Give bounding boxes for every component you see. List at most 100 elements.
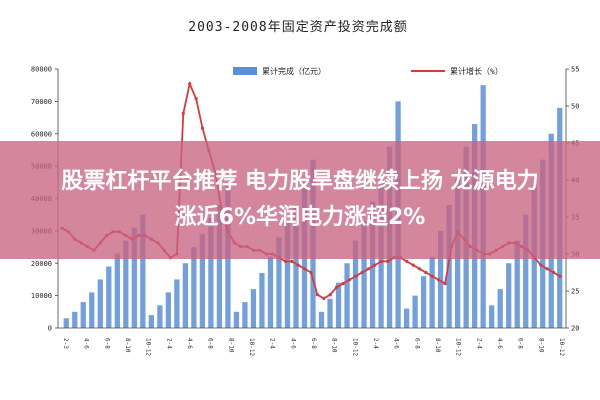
x-tick-label: 8-10 — [537, 338, 544, 353]
left-tick-label: 60000 — [31, 130, 52, 138]
left-tick-label: 0 — [48, 325, 52, 333]
bar — [446, 204, 452, 328]
x-tick-label: 10-12 — [351, 338, 358, 356]
right-tick-label: 50 — [571, 103, 579, 111]
x-tick-label: 8-10 — [227, 338, 234, 353]
x-tick-label: 2-3 — [62, 338, 69, 349]
bar — [216, 204, 223, 328]
line-point — [443, 282, 447, 286]
line-point — [360, 270, 364, 275]
legend-line-label: 累计增长（%） — [450, 66, 503, 76]
bar — [259, 272, 265, 328]
bar — [148, 315, 154, 328]
line-point — [347, 278, 351, 282]
bar — [497, 289, 503, 328]
line-point — [322, 296, 326, 300]
bar — [114, 253, 120, 328]
bar — [437, 230, 444, 329]
bar — [250, 289, 257, 328]
bar — [429, 256, 435, 328]
line-point — [373, 263, 377, 267]
x-tick-label: 4-6 — [496, 338, 503, 349]
headline-banner[interactable]: 股票杠杆平台推荐 电力股旱盘继续上扬 龙源电力 涨近6%华润电力涨超2% — [0, 141, 600, 259]
x-tick-label: 10-12 — [558, 338, 565, 356]
x-tick-label: 10-12 — [455, 338, 462, 356]
bar — [97, 279, 103, 328]
bar — [242, 302, 248, 328]
bar — [106, 266, 112, 328]
right-tick-label: 20 — [571, 325, 579, 333]
line-point — [545, 267, 549, 271]
chart-title: 2003-2008年固定资产投资完成额 — [188, 19, 407, 35]
left-tick-label: 10000 — [31, 292, 52, 300]
chart-legend: 累计完成（亿元） 累计增长（%） — [233, 66, 503, 76]
x-tick-label: 10-12 — [145, 338, 152, 356]
line-point — [411, 263, 415, 267]
x-tick-label: 2-4 — [165, 338, 172, 349]
x-tick-label: 6-8 — [207, 338, 214, 349]
x-tick-label: 2-4 — [475, 338, 482, 349]
bar — [191, 247, 197, 328]
right-tick-label: 55 — [571, 66, 579, 74]
x-tick-label: 6-8 — [310, 338, 317, 349]
line-point — [552, 270, 556, 275]
bar — [89, 292, 95, 328]
bar — [233, 311, 240, 328]
bar — [140, 214, 146, 328]
bar — [327, 298, 333, 328]
line-point — [366, 267, 371, 271]
bar — [63, 318, 69, 328]
bar — [352, 240, 359, 328]
legend-bar-swatch — [233, 67, 257, 75]
bar — [420, 276, 427, 328]
line-point — [194, 97, 198, 101]
line-point — [283, 259, 288, 263]
bar — [165, 292, 171, 328]
right-tick-label: 25 — [571, 288, 579, 296]
line-point — [424, 270, 428, 275]
bar — [514, 240, 520, 328]
line-point — [188, 82, 192, 86]
bar — [72, 311, 78, 328]
line-point — [379, 259, 383, 263]
line-point — [354, 274, 358, 278]
bar — [131, 227, 137, 328]
x-tick-label: 10-12 — [248, 338, 255, 356]
line-point — [290, 259, 294, 263]
x-tick-label: 2-4 — [372, 338, 379, 349]
x-tick-label: 4-6 — [289, 338, 296, 349]
left-tick-label: 80000 — [31, 66, 52, 74]
x-tick-label: 8-10 — [434, 338, 441, 353]
line-point — [437, 278, 441, 282]
x-tick-label: 6-8 — [517, 338, 524, 349]
line-point — [309, 270, 313, 275]
bar — [293, 204, 299, 328]
bar — [318, 311, 325, 328]
bar — [489, 305, 495, 328]
line-point — [296, 263, 300, 267]
bar — [157, 305, 163, 328]
headline-line-2: 涨近6%华润电力涨超2% — [174, 205, 426, 230]
bar — [208, 217, 214, 328]
bar — [403, 308, 410, 328]
bar — [369, 201, 376, 328]
x-tick-label: 4-6 — [186, 338, 193, 349]
line-point — [405, 259, 409, 263]
line-point — [341, 282, 345, 286]
line-point — [315, 293, 319, 297]
line-point — [386, 259, 390, 263]
line-point — [200, 126, 205, 130]
left-tick-label: 20000 — [31, 260, 52, 268]
line-point — [539, 263, 543, 267]
bar — [182, 263, 189, 328]
line-point — [181, 111, 185, 115]
x-axis: 2-3 4-6 6-8 8-10 10-12 2-4 4-6 6-8 8-10 10-12 2-4 4… — [58, 327, 566, 356]
line-point — [558, 274, 562, 278]
x-tick-label: 6-8 — [413, 338, 420, 349]
left-tick-label: 70000 — [31, 98, 52, 106]
bar — [80, 302, 86, 328]
x-tick-label: 4-6 — [83, 338, 90, 349]
line-point — [417, 267, 422, 271]
bar — [123, 240, 129, 328]
